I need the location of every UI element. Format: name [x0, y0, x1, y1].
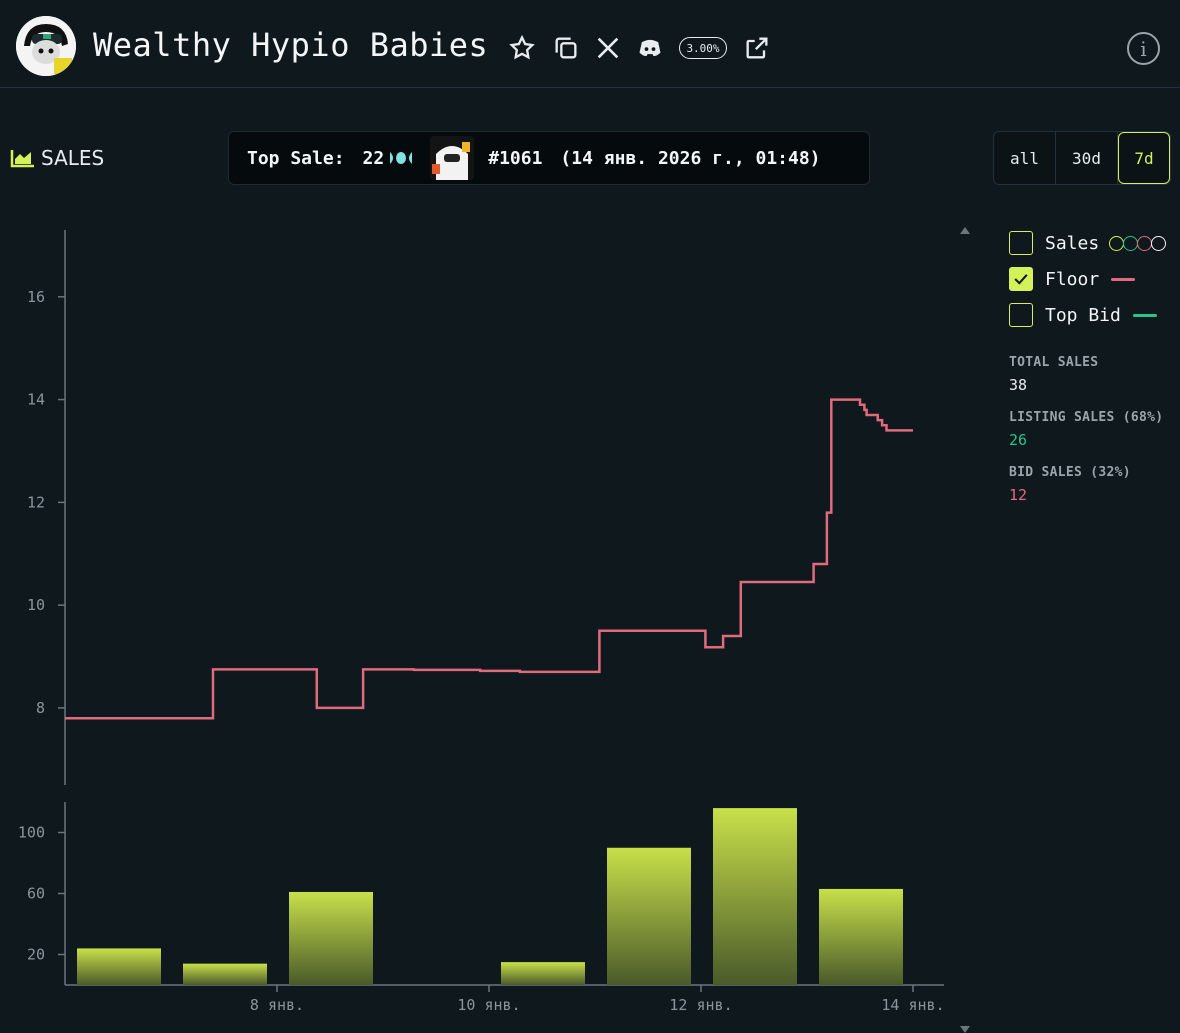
legend-topbid-toggle[interactable]: Top Bid	[1009, 297, 1165, 333]
area-chart-icon	[10, 150, 34, 168]
floor-line-swatch	[1111, 277, 1136, 281]
legend-floor-label: Floor	[1045, 268, 1100, 290]
discord-icon[interactable]	[636, 34, 664, 62]
sales-checkbox[interactable]	[1009, 231, 1033, 255]
x-tick-label: 12 янв.	[669, 996, 732, 1014]
chart-legend: Sales Floor Top Bid TOTAL SALES 38 LISTI…	[1009, 225, 1167, 504]
legend-topbid-label: Top Bid	[1045, 304, 1121, 326]
volume-y-tick-label: 20	[27, 946, 45, 964]
chart-scroll-down-icon[interactable]	[960, 1026, 970, 1033]
sales-section-label: SALES	[10, 146, 104, 170]
legend-floor-toggle[interactable]: Floor	[1009, 261, 1165, 297]
sales-type-circles	[1109, 235, 1167, 251]
volume-y-tick-label: 60	[27, 885, 45, 903]
x-tick-label: 8 янв.	[250, 996, 304, 1014]
sales-label-text: SALES	[41, 146, 105, 170]
sales-chart: 8 10 12 14 16 20 60 100 8 янв. 10 янв. 12 янв. 14 я…	[18, 230, 945, 1014]
volume-bar	[607, 847, 691, 985]
external-link-icon[interactable]	[743, 34, 771, 62]
time-range-selector: all 30d 7d	[993, 131, 1171, 185]
range-30d-button[interactable]: 30d	[1056, 132, 1118, 184]
topbid-checkbox[interactable]	[1009, 303, 1033, 327]
royalty-badge: 3.00%	[679, 37, 727, 59]
sales-circle-white	[1151, 235, 1167, 251]
top-sale-thumbnail	[430, 136, 475, 180]
floor-price-line	[65, 398, 913, 720]
range-7d-button[interactable]: 7d	[1118, 132, 1170, 184]
bid-sales-label: BID SALES (32%)	[1009, 465, 1131, 480]
top-sale-date: (14 янв. 2026 г., 01:48)	[560, 147, 821, 169]
collection-avatar	[16, 16, 76, 76]
sales-circle-pink	[1137, 235, 1153, 251]
chart-scroll-up-icon[interactable]	[960, 227, 970, 234]
currency-icon	[390, 152, 413, 164]
range-all-button[interactable]: all	[994, 132, 1056, 184]
volume-bar	[183, 963, 267, 985]
copy-icon[interactable]	[552, 34, 580, 62]
sales-circle-lime	[1109, 235, 1125, 251]
volume-bar	[819, 888, 903, 985]
listing-sales-label: LISTING SALES (68%)	[1009, 410, 1164, 425]
collection-title: Wealthy Hypio Babies	[93, 26, 489, 64]
volume-y-tick-label: 100	[18, 824, 45, 842]
x-tick-label: 14 янв.	[881, 996, 944, 1014]
total-sales-value: 38	[1009, 376, 1028, 394]
info-icon[interactable]: i	[1127, 32, 1160, 65]
volume-bar	[713, 808, 797, 985]
listing-sales-value: 26	[1009, 431, 1028, 449]
x-tick-label: 10 янв.	[457, 996, 520, 1014]
volume-bar	[77, 948, 161, 985]
legend-sales-label: Sales	[1045, 232, 1100, 254]
volume-bar	[289, 891, 373, 985]
price-y-tick-label: 14	[27, 391, 45, 409]
volume-bar	[501, 962, 585, 985]
checkmark-icon	[1014, 274, 1028, 285]
bid-sales-value: 12	[1009, 486, 1028, 504]
legend-sales-toggle[interactable]: Sales	[1009, 225, 1167, 261]
price-y-tick-label: 8	[36, 699, 45, 717]
top-sale-token: #1061	[488, 147, 543, 169]
star-icon[interactable]	[508, 34, 536, 62]
x-twitter-icon[interactable]	[594, 34, 622, 62]
sales-circle-green	[1123, 235, 1139, 251]
price-y-tick-label: 10	[27, 596, 45, 614]
top-sale-price: 22	[362, 147, 385, 169]
top-sale-banner[interactable]: Top Sale: 22 #1061 (14 янв. 2026 г., 01:…	[228, 131, 870, 185]
total-sales-label: TOTAL SALES	[1009, 355, 1099, 370]
top-sale-label: Top Sale:	[247, 147, 345, 169]
price-y-tick-label: 12	[27, 493, 45, 511]
topbid-line-swatch	[1132, 313, 1157, 317]
collection-header: Wealthy Hypio Babies 3.00% i	[0, 0, 1180, 88]
price-y-tick-label: 16	[27, 288, 45, 306]
floor-checkbox[interactable]	[1009, 267, 1033, 291]
